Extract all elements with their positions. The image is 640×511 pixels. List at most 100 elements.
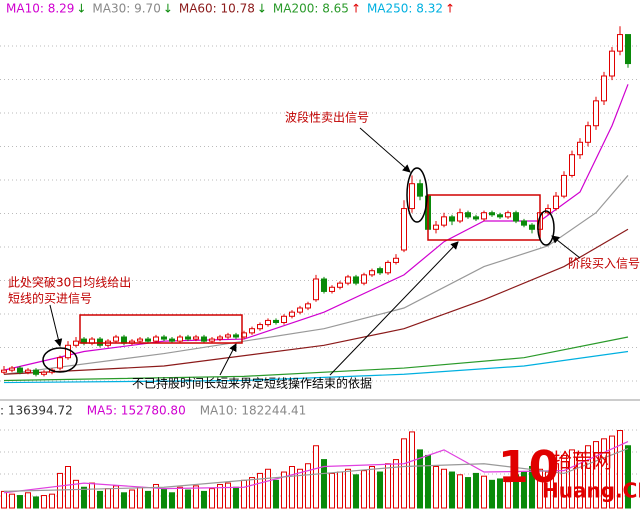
candle-body [505,212,511,218]
candle-body [153,336,159,342]
volume-bar [313,445,319,509]
candle-body [225,334,231,338]
volume-bar [561,454,567,509]
candle-body [369,270,375,276]
volume-bar [113,485,119,509]
volume-bar [385,463,391,509]
volume-bar [249,477,255,509]
volume-bar [625,445,631,509]
legend-label: MA250: 8.32 [367,2,443,16]
candle-body [201,336,207,342]
legend-label: MA5: 152780.80 [87,404,186,418]
candle-body [361,274,367,284]
candle-body [561,174,567,197]
candle-body [25,369,31,373]
candle-body [321,278,327,292]
ma-line [3,336,629,382]
volume-bar [289,466,295,509]
volume-bar [489,479,495,509]
volume-bar [81,486,87,509]
legend-label: MA30: 9.70 [92,2,160,16]
candle-body [313,278,319,301]
ma-line [3,350,629,384]
annotation: 阶段买入信号 [568,256,640,271]
signal-ellipse [42,347,78,373]
volume-bar [209,488,215,509]
candle-body [145,338,151,342]
candle-body [177,336,183,342]
candle-body [209,338,215,342]
legend-label: : 136394.72 [0,404,73,418]
legend-label: MA200: 8.65 [273,2,349,16]
volume-bar [465,477,471,509]
volume-bar [177,486,183,509]
volume-bar [505,481,511,509]
volume-bar [273,479,279,509]
volume-bar [257,472,263,509]
candle-body [377,268,383,274]
legend-label: MA60: 10.78 [179,2,255,16]
volume-bar [433,466,439,509]
volume-bar [577,452,583,509]
candle-body [521,220,527,226]
candle-body [41,371,47,375]
candle-body [161,336,167,340]
signal-ellipse [406,167,428,223]
volume-bar [217,483,223,509]
volume-bar [153,483,159,509]
volume-bar [145,490,151,509]
volume-bar [569,449,575,509]
candle-body [513,212,519,222]
ma-line [3,447,629,492]
legend: MA10: 8.29 ↓ MA30: 9.70 ↓ MA60: 10.78 ↓ MA200:… [0,2,455,418]
legend-arrow: ↑ [351,2,361,16]
candle-body [569,154,575,176]
arrow [329,241,459,376]
arrow [49,304,63,347]
annotation: 此处突破30日均线给出 [8,275,131,290]
legend-label: MA10: 8.29 [6,2,74,16]
volume-bar [585,445,591,509]
candles [1,26,631,377]
volume-bar [353,474,359,509]
candle-body [353,276,359,284]
volume-bar [513,474,519,509]
candle-body [217,336,223,340]
candle-body [185,336,191,340]
candle-body [137,338,143,342]
volume-bar [169,492,175,509]
legend-arrow: ↓ [163,2,173,16]
candle-body [281,315,287,323]
candle-body [297,307,303,313]
candle-body [1,369,7,373]
volume-bar [105,488,111,509]
volume-bar [73,479,79,509]
ma-line [3,228,629,375]
volume-bar [305,463,311,509]
ma-line [3,441,629,494]
volume-bar [1,490,7,509]
legend-arrow: ↓ [76,2,86,16]
volume-bar [593,441,599,509]
candle-body [289,311,295,317]
arrow [219,343,237,376]
volume-bar [185,489,191,509]
candle-body [57,357,63,369]
volume-bar [9,493,15,509]
candle-body [457,212,463,222]
volume-bar [297,468,303,509]
volume-bar [361,470,367,509]
volume-bar [537,468,543,509]
candle-body [577,141,583,156]
candle-body [169,338,175,342]
legend-arrow: ↓ [257,2,267,16]
volume-bar [369,466,375,509]
volume-bar [193,485,199,509]
volume-bar [241,479,247,509]
candle-body [337,282,343,288]
volume-bar [345,468,351,509]
volume-bar [609,435,615,509]
volume-bar [521,471,527,509]
volume-bar [225,482,231,509]
